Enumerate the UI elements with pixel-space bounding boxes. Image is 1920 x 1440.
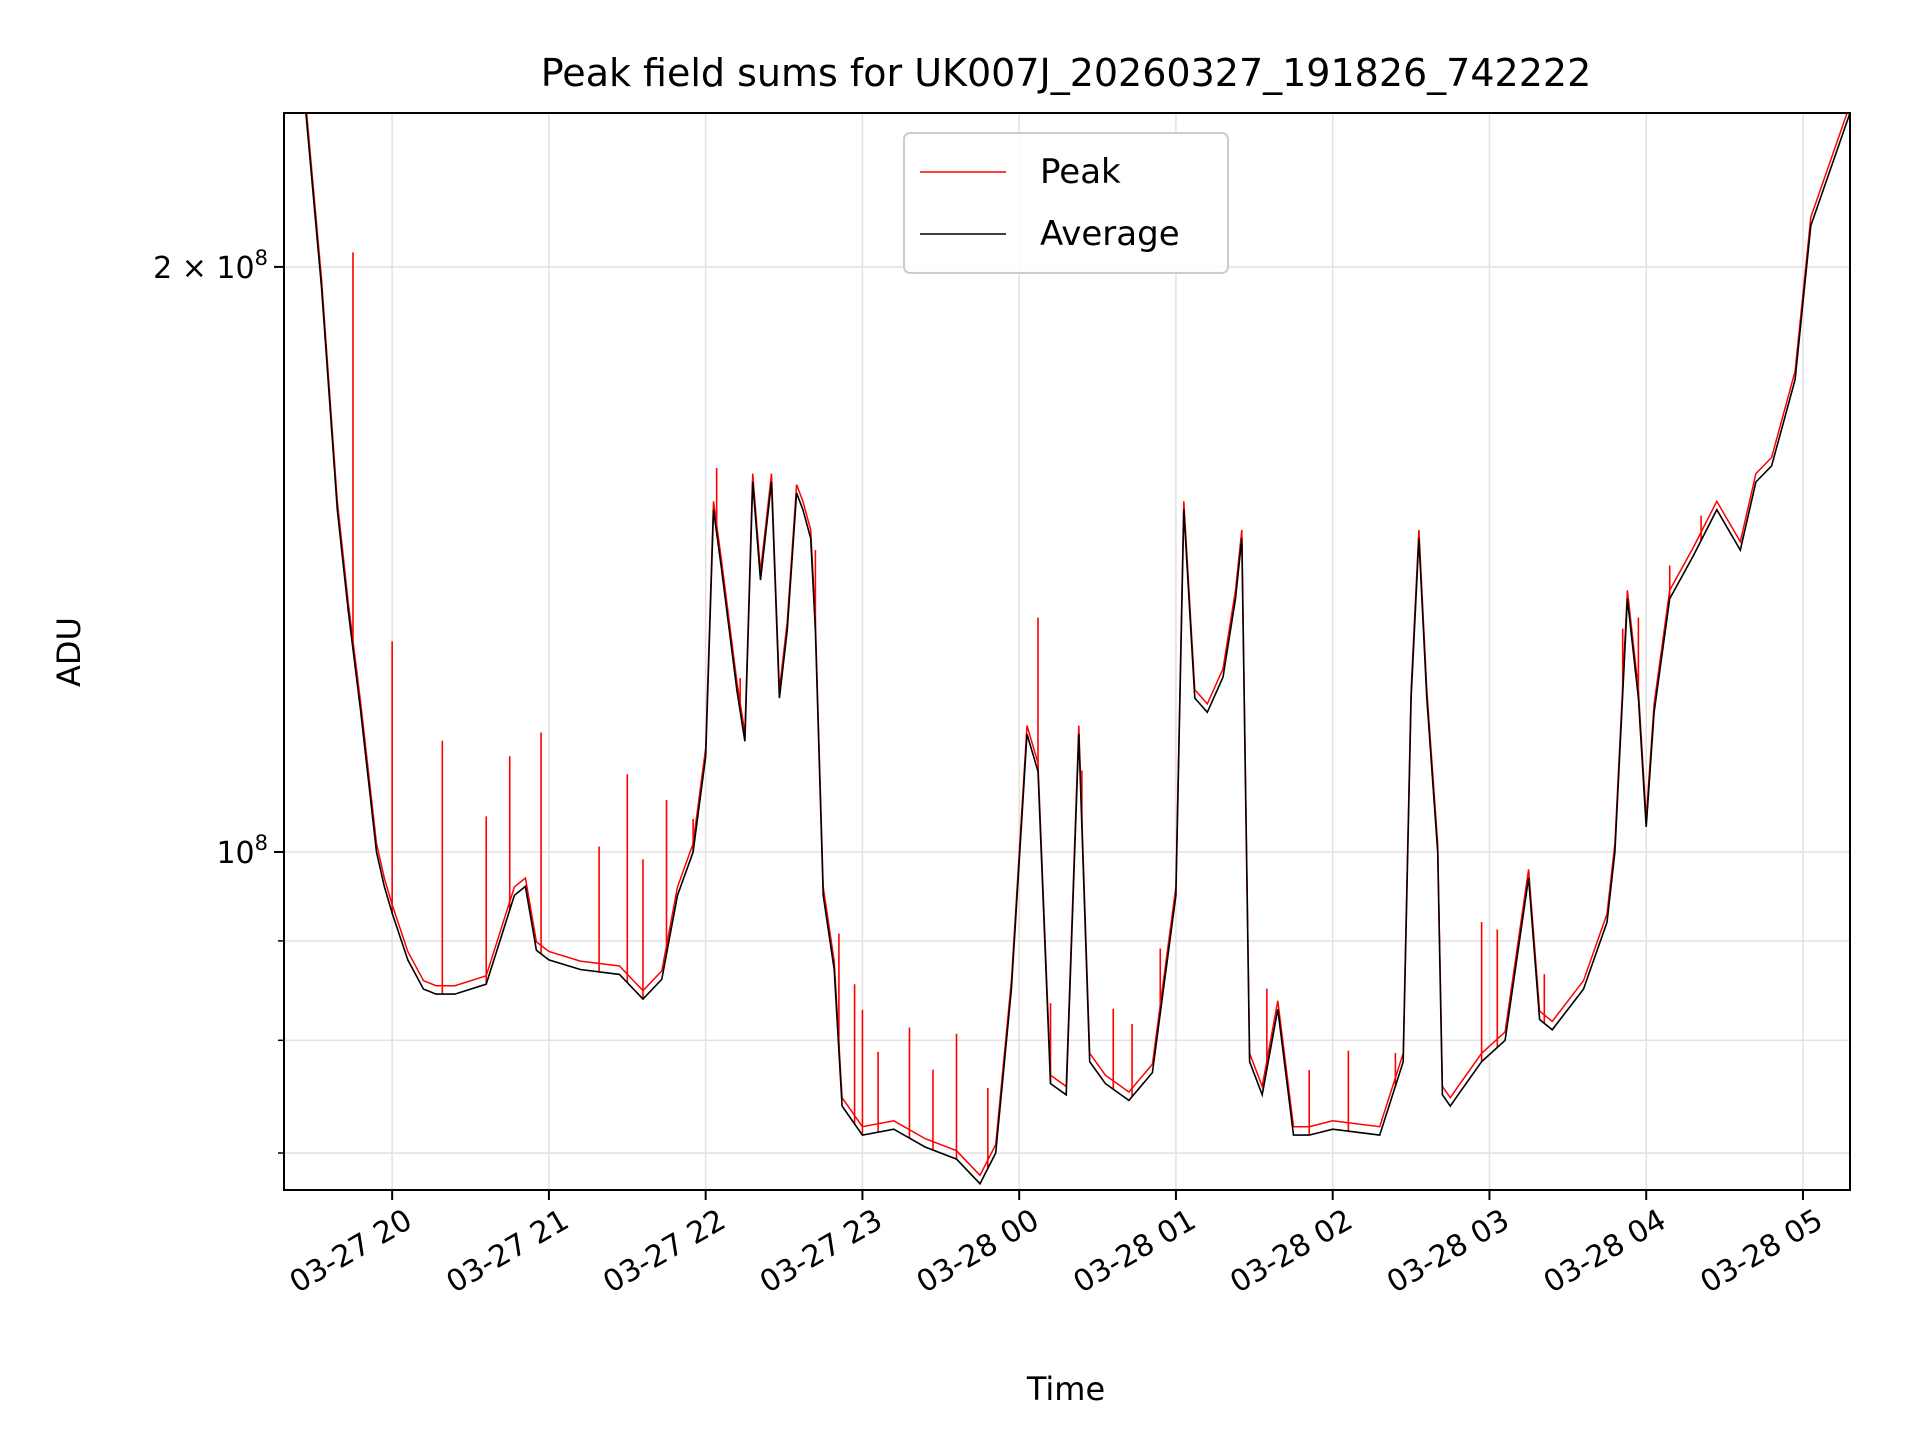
chart-title: Peak field sums for UK007J_20260327_1918… xyxy=(541,51,1592,95)
legend-average-label: Average xyxy=(1040,214,1180,254)
plot-area xyxy=(284,113,1850,1186)
y-axis-ticks: 108 2 × 108 xyxy=(153,246,284,1154)
legend-peak-label: Peak xyxy=(1040,152,1121,192)
grid-lines xyxy=(284,113,1850,1190)
series-average-line xyxy=(284,113,1850,1186)
legend-box xyxy=(903,132,1229,274)
y-tick-label-0: 108 xyxy=(216,831,268,871)
y-axis-label: ADU xyxy=(50,617,88,687)
peak-spikes xyxy=(352,252,1702,1169)
y-tick-label-1: 2 × 108 xyxy=(153,246,268,286)
x-axis-label: Time xyxy=(1026,1370,1105,1408)
legend: Peak Average xyxy=(903,132,1229,274)
plot-frame xyxy=(283,112,1851,1191)
